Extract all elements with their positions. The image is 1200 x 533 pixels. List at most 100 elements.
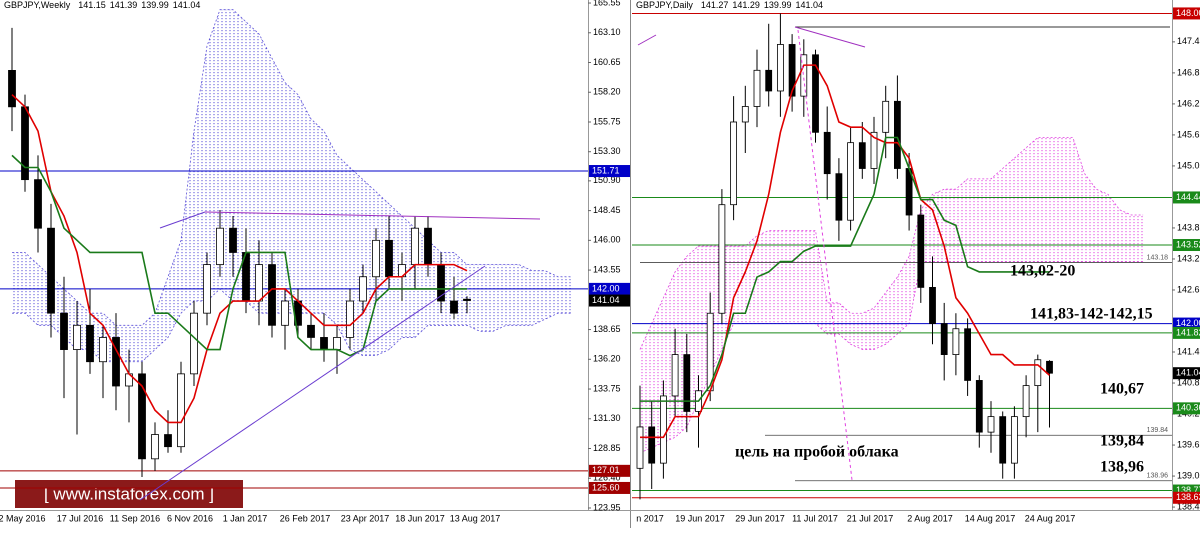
candle-body bbox=[359, 276, 367, 302]
level-box bbox=[589, 165, 630, 178]
level-box bbox=[1173, 7, 1200, 20]
annotation: 141,83-142-142,15 bbox=[1030, 306, 1153, 323]
ohlc-value: 141.39 bbox=[110, 0, 138, 10]
candle-body bbox=[424, 227, 432, 266]
x-tick-label: 17 Jul 2016 bbox=[57, 513, 104, 523]
candle-body bbox=[929, 286, 936, 324]
level-box bbox=[1173, 239, 1200, 252]
x-tick-label: 11 Sep 2016 bbox=[110, 513, 160, 523]
candle-body bbox=[268, 264, 276, 326]
annotation: 138,96 bbox=[1100, 459, 1144, 476]
candle-body bbox=[753, 69, 761, 107]
x-tick-label: n 2017 bbox=[636, 513, 664, 523]
indicator-line bbox=[640, 136, 1050, 402]
trendline bbox=[794, 26, 866, 48]
x-tick-label: 19 Jun 2017 bbox=[675, 513, 725, 523]
ohlc-value: 141.04 bbox=[795, 0, 823, 10]
y-tick-label: 133.75 bbox=[593, 383, 621, 393]
level-box bbox=[1173, 402, 1200, 415]
candle-body bbox=[346, 300, 354, 338]
cloud-edge bbox=[12, 9, 571, 326]
candle-body bbox=[112, 337, 120, 387]
level-label: 141.04 bbox=[1176, 368, 1200, 378]
annotation: 143,02-20 bbox=[1010, 263, 1075, 280]
y-tick-label: 148.45 bbox=[593, 205, 621, 215]
y-tick-label: 136.20 bbox=[593, 354, 621, 364]
candle-body bbox=[8, 70, 16, 108]
candle-body bbox=[741, 106, 749, 123]
y-tick-label: 143.25 bbox=[1177, 253, 1200, 263]
candle-body bbox=[800, 54, 808, 97]
candle-body bbox=[333, 337, 341, 350]
x-tick-label: 2 Aug 2017 bbox=[907, 513, 953, 523]
candle-body bbox=[765, 69, 773, 92]
candle-body bbox=[1046, 360, 1053, 374]
x-tick-label: 1 Jan 2017 bbox=[223, 513, 268, 523]
candle-body bbox=[73, 324, 81, 350]
level-label: 144.44 bbox=[1176, 192, 1200, 202]
y-tick-label: 142.65 bbox=[1177, 284, 1200, 294]
level-label: 138.63 bbox=[1176, 492, 1200, 502]
candle-body bbox=[999, 416, 1007, 464]
y-tick-label: 155.75 bbox=[593, 116, 621, 126]
y-tick-label: 147.45 bbox=[1177, 36, 1200, 46]
level-box bbox=[589, 481, 630, 494]
x-tick-label: 18 Jun 2017 bbox=[395, 513, 445, 523]
chart-header: GBPJPY,Weekly 141.15 141.39 139.99 141.04 bbox=[4, 0, 200, 10]
cloud-edge bbox=[639, 261, 1144, 454]
candle-body bbox=[812, 54, 819, 133]
level-label: 125.60 bbox=[592, 482, 620, 492]
y-tick-label: 141.45 bbox=[1177, 346, 1200, 356]
y-tick-label: 128.85 bbox=[593, 443, 621, 453]
y-tick-label: 163.10 bbox=[593, 27, 621, 37]
symbol: GBPJPY,Daily bbox=[636, 0, 693, 10]
y-tick-label: 145.65 bbox=[1177, 129, 1200, 139]
level-label: 138.77 bbox=[1176, 485, 1200, 495]
candle-body bbox=[203, 264, 211, 314]
y-tick-label: 150.90 bbox=[593, 175, 621, 185]
candle-body bbox=[671, 354, 679, 397]
ohlc-value: 141.27 bbox=[701, 0, 729, 10]
candle-body bbox=[858, 142, 866, 169]
ohlc-value: 141.04 bbox=[173, 0, 201, 10]
chart-header: GBPJPY,Daily 141.27 141.29 139.99 141.04 bbox=[636, 0, 823, 10]
x-tick-label: 2 May 2016 bbox=[0, 513, 46, 523]
candle-body bbox=[648, 426, 656, 464]
candle-body bbox=[99, 337, 107, 363]
candle-body bbox=[788, 44, 796, 97]
x-tick-label: 23 Apr 2017 bbox=[341, 513, 390, 523]
candle-body bbox=[882, 100, 890, 133]
y-tick-label: 145.05 bbox=[1177, 160, 1200, 170]
y-tick-label: 123.95 bbox=[593, 502, 621, 512]
candle-body bbox=[847, 142, 855, 221]
x-tick-label: 6 Nov 2016 bbox=[167, 513, 213, 523]
level-box bbox=[1173, 367, 1200, 380]
level-label: 140.36 bbox=[1176, 403, 1200, 413]
x-tick-label: 26 Feb 2017 bbox=[280, 513, 331, 523]
candle-body bbox=[372, 239, 380, 278]
level-label: 143.52 bbox=[1176, 239, 1200, 249]
x-tick-label: 11 Jul 2017 bbox=[792, 513, 838, 523]
candle-body bbox=[917, 214, 925, 288]
candle-body bbox=[190, 312, 198, 375]
indicator-line bbox=[11, 94, 468, 424]
annotation: 139,84 bbox=[1100, 433, 1144, 450]
candle-body bbox=[307, 324, 315, 338]
candle-body bbox=[450, 300, 458, 314]
watermark: [ www.instaforex.com ] bbox=[44, 484, 214, 503]
candle-body bbox=[636, 426, 644, 469]
level-box bbox=[1173, 326, 1200, 339]
y-tick-label: 143.55 bbox=[593, 264, 621, 274]
level-label: 141.82 bbox=[1176, 327, 1200, 337]
y-tick-label: 126.40 bbox=[593, 473, 621, 483]
candle-body bbox=[86, 324, 94, 363]
trendline bbox=[204, 211, 541, 220]
candle-body bbox=[47, 227, 55, 314]
candle-body bbox=[229, 227, 237, 253]
y-tick-label: 139.65 bbox=[1177, 439, 1200, 449]
level-label: 142.00 bbox=[1176, 318, 1200, 328]
level-label: 142.00 bbox=[592, 283, 620, 293]
level-box bbox=[589, 282, 630, 295]
note-label: 138.96 bbox=[1147, 473, 1169, 480]
y-tick-label: 146.00 bbox=[593, 235, 621, 245]
